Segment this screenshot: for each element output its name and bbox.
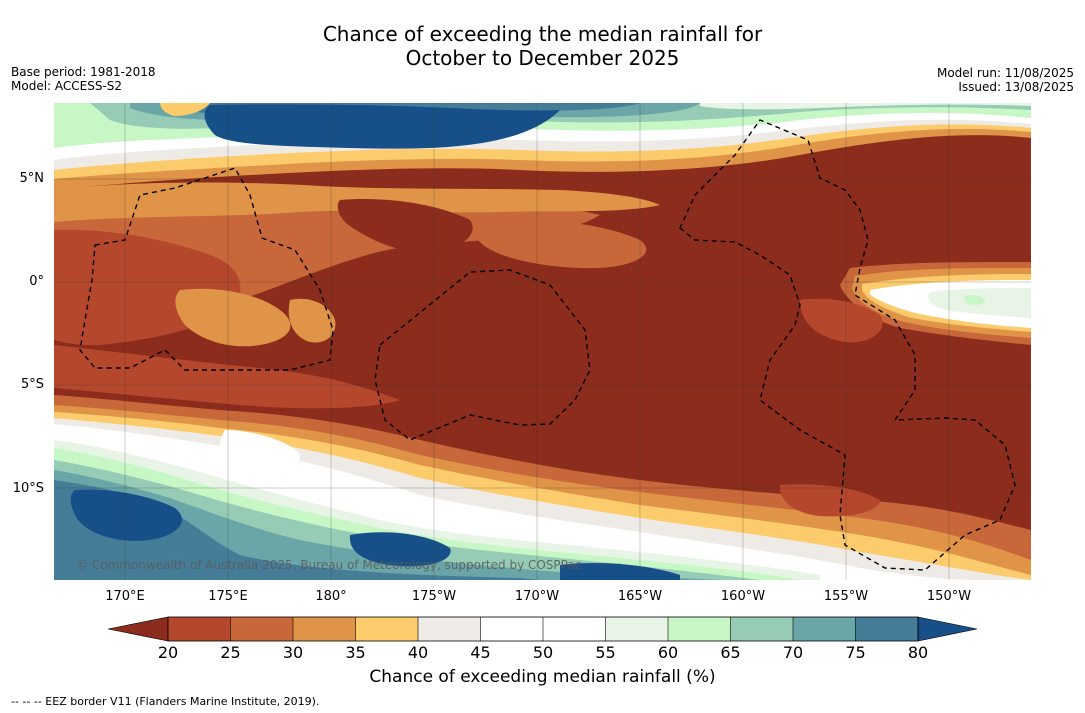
- colorbar-swatch-45-50: [480, 617, 543, 641]
- colorbar-swatch-40-45: [418, 617, 481, 641]
- lon-label-155w: 155°W: [823, 589, 869, 604]
- colorbar-swatch-50-55: [543, 617, 606, 641]
- colorbar-tick-25: 25: [220, 643, 241, 662]
- colorbar: [107, 616, 978, 642]
- colorbar-title: Chance of exceeding median rainfall (%): [369, 667, 716, 687]
- colorbar-extend-high: [917, 616, 978, 642]
- north-patch-35-40: [160, 103, 210, 116]
- west-patch-30-35: [175, 288, 291, 347]
- model-name: Model: ACCESS-S2: [11, 79, 123, 93]
- title-line-1: Chance of exceeding the median rainfall …: [322, 22, 763, 46]
- chart-title: Chance of exceeding the median rainfall …: [0, 22, 1085, 70]
- lat-label-10s: 10°S: [12, 481, 44, 496]
- colorbar-tick-60: 60: [657, 643, 679, 662]
- lat-label-5s: 5°S: [20, 377, 44, 392]
- lon-label-175e: 175°E: [208, 589, 248, 604]
- copyright-note: © Commonwealth of Australia 2025, Bureau…: [76, 558, 582, 572]
- north-band-above-80: [204, 104, 561, 149]
- colorbar-tick-65: 65: [720, 643, 741, 662]
- eez-border-note: -- -- -- EEZ border V11 (Flanders Marine…: [11, 695, 320, 708]
- graticule: [54, 103, 1031, 580]
- colorbar-tick-50: 50: [532, 643, 554, 662]
- colorbar-swatch-35-40: [355, 617, 418, 641]
- colorbar-swatch-75-80: [855, 617, 918, 641]
- colorbar-tick-30: 30: [282, 643, 304, 662]
- lon-label-150w: 150°W: [926, 589, 972, 604]
- colorbar-tick-40: 40: [407, 643, 429, 662]
- south-band-75-80: [54, 480, 540, 580]
- south-white-patch: [220, 430, 300, 472]
- colorbar-tick-45: 45: [470, 643, 491, 662]
- lat-label-0: 0°: [29, 274, 44, 289]
- lon-label-175w: 175°W: [411, 589, 457, 604]
- south-west-patch-20-25: [54, 345, 400, 409]
- west-patch-below-20: [337, 199, 473, 253]
- colorbar-swatch-70-75: [793, 617, 856, 641]
- colorbar-tick-35: 35: [345, 643, 366, 662]
- colorbar-swatch-65-70: [730, 617, 793, 641]
- colorbar-dividers: [230, 617, 856, 641]
- lon-label-170e: 170°E: [105, 589, 145, 604]
- rainfall-probability-map: [54, 103, 1031, 580]
- colorbar-tick-55: 55: [595, 643, 616, 662]
- meta-left: Base period: 1981-2018 Model: ACCESS-S2: [11, 65, 156, 93]
- colorbar-swatch-60-65: [668, 617, 731, 641]
- colorbar-swatch-25-30: [230, 617, 293, 641]
- colorbar-swatch-55-60: [605, 617, 668, 641]
- south-patch-above-80-b: [349, 532, 451, 567]
- title-line-2: October to December 2025: [405, 46, 680, 70]
- lon-label-170w: 170°W: [514, 589, 560, 604]
- south-patch-above-80-c: [560, 563, 680, 580]
- colorbar-tick-70: 70: [782, 643, 804, 662]
- colorbar-tick-75: 75: [845, 643, 866, 662]
- south-patch-above-80: [70, 489, 182, 541]
- north-band-55-60: [700, 103, 1031, 110]
- colorbar-swatch-30-35: [293, 617, 356, 641]
- lat-label-5n: 5°N: [19, 171, 45, 186]
- colorbar-tick-80: 80: [907, 643, 929, 662]
- central-patch-25-30: [478, 220, 647, 269]
- east-tongue-60-65: [965, 295, 985, 305]
- colorbar-extend-low: [107, 616, 169, 642]
- west-patch-30-35-b: [288, 298, 336, 343]
- meta-right: Model run: 11/08/2025 Issued: 13/08/2025: [937, 66, 1074, 94]
- eez-borders: [79, 119, 1016, 571]
- east-patch-20-25: [800, 298, 883, 343]
- issued-date: Issued: 13/08/2025: [958, 80, 1074, 94]
- colorbar-tick-20: 20: [157, 643, 179, 662]
- model-run: Model run: 11/08/2025: [936, 66, 1074, 80]
- east-south-patch-20-25: [779, 484, 880, 517]
- base-period: Base period: 1981-2018: [11, 65, 156, 79]
- lon-label-160w: 160°W: [720, 589, 766, 604]
- colorbar-swatch-20-25: [168, 617, 231, 641]
- lon-label-180: 180°: [315, 589, 347, 604]
- lon-label-165w: 165°W: [617, 589, 663, 604]
